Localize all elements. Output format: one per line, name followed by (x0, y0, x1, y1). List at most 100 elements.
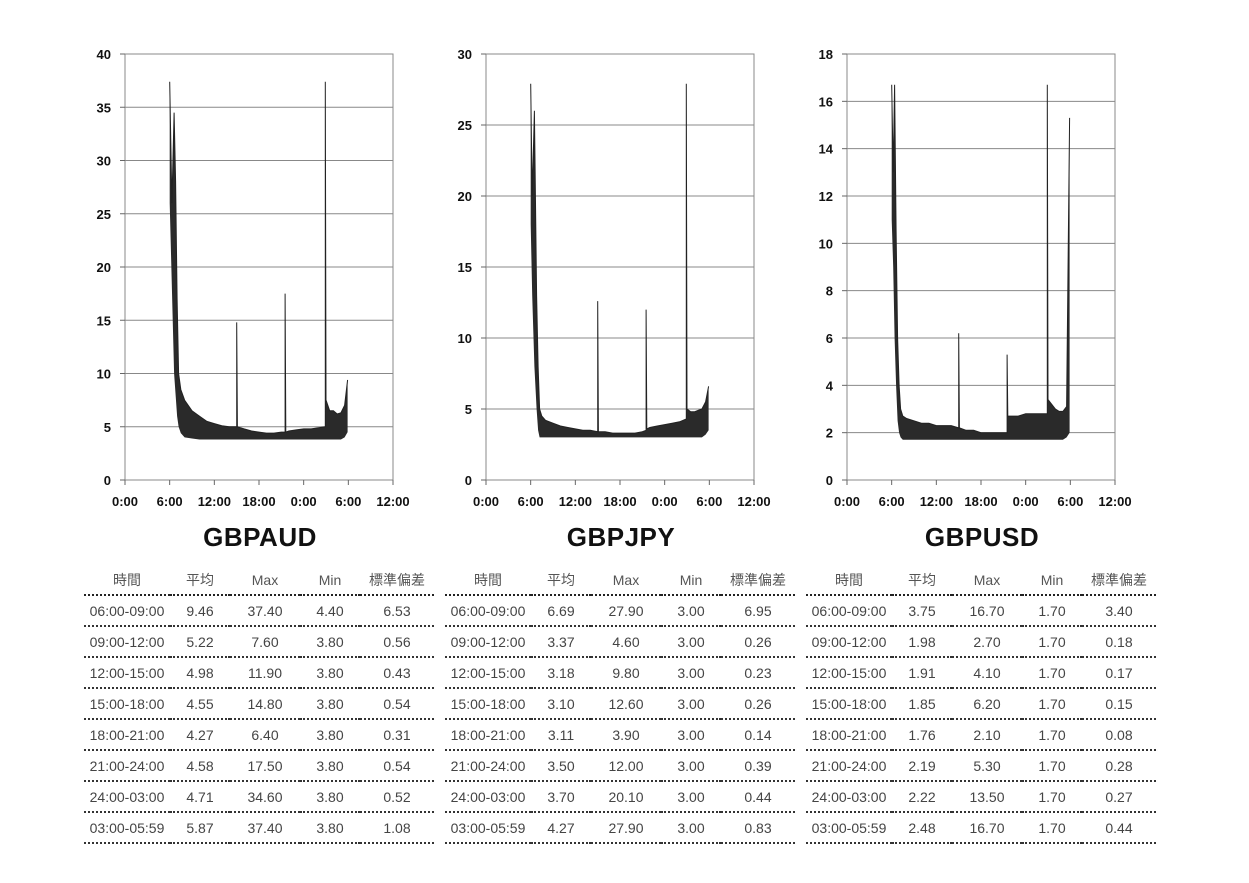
table-cell: 17.50 (230, 750, 300, 782)
table-cell: 24:00-03:00 (445, 781, 531, 813)
y-tick-label: 30 (458, 47, 472, 62)
y-tick-label: 40 (97, 47, 111, 62)
table-cell: 1.70 (1022, 719, 1082, 751)
x-tick-label: 12:00 (737, 494, 770, 509)
table-cell: 0.26 (721, 688, 795, 720)
table-cell: 3.80 (300, 781, 360, 813)
table-header-cell: Min (1022, 566, 1082, 596)
table-cell: 3.00 (661, 719, 721, 751)
table-cell: 24:00-03:00 (84, 781, 170, 813)
table-cell: 13.50 (952, 781, 1022, 813)
table-cell: 4.71 (170, 781, 230, 813)
table-cell: 0.56 (360, 626, 434, 658)
table-cell: 06:00-09:00 (84, 595, 170, 627)
table-cell: 09:00-12:00 (445, 626, 531, 658)
table-cell: 1.85 (892, 688, 952, 720)
table-cell: 0.17 (1082, 657, 1156, 689)
table-cell: 0.31 (360, 719, 434, 751)
table-cell: 12:00-15:00 (445, 657, 531, 689)
table-row: 09:00-12:00 3.37 4.60 3.00 0.26 (445, 626, 795, 658)
x-tick-label: 18:00 (964, 494, 997, 509)
table-cell: 09:00-12:00 (806, 626, 892, 658)
y-tick-label: 25 (97, 207, 111, 222)
table-row: 15:00-18:00 3.10 12.60 3.00 0.26 (445, 688, 795, 720)
table-cell: 3.00 (661, 595, 721, 627)
table-cell: 0.83 (721, 812, 795, 844)
table-row: 15:00-18:00 4.55 14.80 3.80 0.54 (84, 688, 434, 720)
table-cell: 06:00-09:00 (806, 595, 892, 627)
table-cell: 21:00-24:00 (806, 750, 892, 782)
table-row: 18:00-21:00 4.27 6.40 3.80 0.31 (84, 719, 434, 751)
table-cell: 18:00-21:00 (806, 719, 892, 751)
x-tick-label: 6:00 (335, 494, 361, 509)
y-tick-label: 10 (458, 331, 472, 346)
series-line (169, 81, 349, 434)
table-cell: 0.54 (360, 688, 434, 720)
y-tick-label: 2 (826, 426, 833, 441)
table-cell: 0.18 (1082, 626, 1156, 658)
x-tick-label: 0:00 (652, 494, 678, 509)
table-cell: 4.60 (591, 626, 661, 658)
table-cell: 9.80 (591, 657, 661, 689)
chart-gbpaud: 0 5 10 15 20 25 30 35 40 0:00 6:00 12:00 18:00 0:00 6:… (97, 47, 410, 509)
x-tick-label: 0:00 (473, 494, 499, 509)
table-header-cell: 平均 (531, 566, 591, 596)
table-cell: 5.22 (170, 626, 230, 658)
table-cell: 3.80 (300, 657, 360, 689)
table-row: 06:00-09:00 6.69 27.90 3.00 6.95 (445, 595, 795, 627)
chart-panel-gbpaud: 0 5 10 15 20 25 30 35 40 0:00 6:00 12:00 18:00 0:00 6:… (80, 0, 440, 883)
y-tick-label: 0 (826, 473, 833, 488)
table-cell: 0.52 (360, 781, 434, 813)
table-cell: 03:00-05:59 (445, 812, 531, 844)
x-tick-label: 12:00 (920, 494, 953, 509)
table-cell: 3.80 (300, 719, 360, 751)
table-cell: 3.50 (531, 750, 591, 782)
x-tick-label: 6:00 (696, 494, 722, 509)
y-tick-label: 35 (97, 100, 111, 115)
table-cell: 0.14 (721, 719, 795, 751)
table-cell: 3.70 (531, 781, 591, 813)
y-tick-label: 6 (826, 331, 833, 346)
table-header-cell: 標準偏差 (360, 566, 434, 596)
chart-title: GBPJPY (566, 522, 676, 552)
table-cell: 12.00 (591, 750, 661, 782)
chart-title: GBPAUD (203, 522, 317, 552)
y-tick-label: 25 (458, 118, 472, 133)
table-row: 21:00-24:00 2.19 5.30 1.70 0.28 (806, 750, 1156, 782)
y-tick-label: 10 (819, 236, 833, 251)
y-tick-label: 0 (104, 473, 111, 488)
table-row: 06:00-09:00 3.75 16.70 1.70 3.40 (806, 595, 1156, 627)
x-tick-label: 0:00 (834, 494, 860, 509)
table-cell: 21:00-24:00 (445, 750, 531, 782)
y-tick-label: 15 (458, 260, 472, 275)
y-tick-label: 5 (104, 420, 111, 435)
y-tick-label: 10 (97, 367, 111, 382)
table-cell: 2.10 (952, 719, 1022, 751)
x-tick-label: 0:00 (1013, 494, 1039, 509)
table-header-cell: 平均 (892, 566, 952, 596)
table-cell: 1.70 (1022, 626, 1082, 658)
y-tick-label: 18 (819, 47, 833, 62)
table-row: 09:00-12:00 5.22 7.60 3.80 0.56 (84, 626, 434, 658)
table-cell: 0.43 (360, 657, 434, 689)
table-cell: 3.00 (661, 812, 721, 844)
table-cell: 1.70 (1022, 657, 1082, 689)
y-tick-label: 30 (97, 154, 111, 169)
table-cell: 1.91 (892, 657, 952, 689)
table-header-cell: 標準偏差 (721, 566, 795, 596)
y-tick-label: 14 (819, 142, 834, 157)
table-cell: 0.26 (721, 626, 795, 658)
table-cell: 11.90 (230, 657, 300, 689)
table-cell: 03:00-05:59 (806, 812, 892, 844)
y-tick-label: 20 (97, 260, 111, 275)
table-cell: 24:00-03:00 (806, 781, 892, 813)
table-row: 24:00-03:00 3.70 20.10 3.00 0.44 (445, 781, 795, 813)
table-cell: 3.80 (300, 626, 360, 658)
table-cell: 3.80 (300, 688, 360, 720)
table-header-cell: 時間 (84, 566, 170, 596)
chart-panel-gbpusd: 0 2 4 6 8 10 12 14 16 18 0:00 6:00 12:00 18:00 0:00 6:0… (802, 0, 1162, 883)
table-row: 21:00-24:00 4.58 17.50 3.80 0.54 (84, 750, 434, 782)
table-cell: 3.40 (1082, 595, 1156, 627)
table-row: 03:00-05:59 2.48 16.70 1.70 0.44 (806, 812, 1156, 844)
series-line (530, 83, 710, 434)
